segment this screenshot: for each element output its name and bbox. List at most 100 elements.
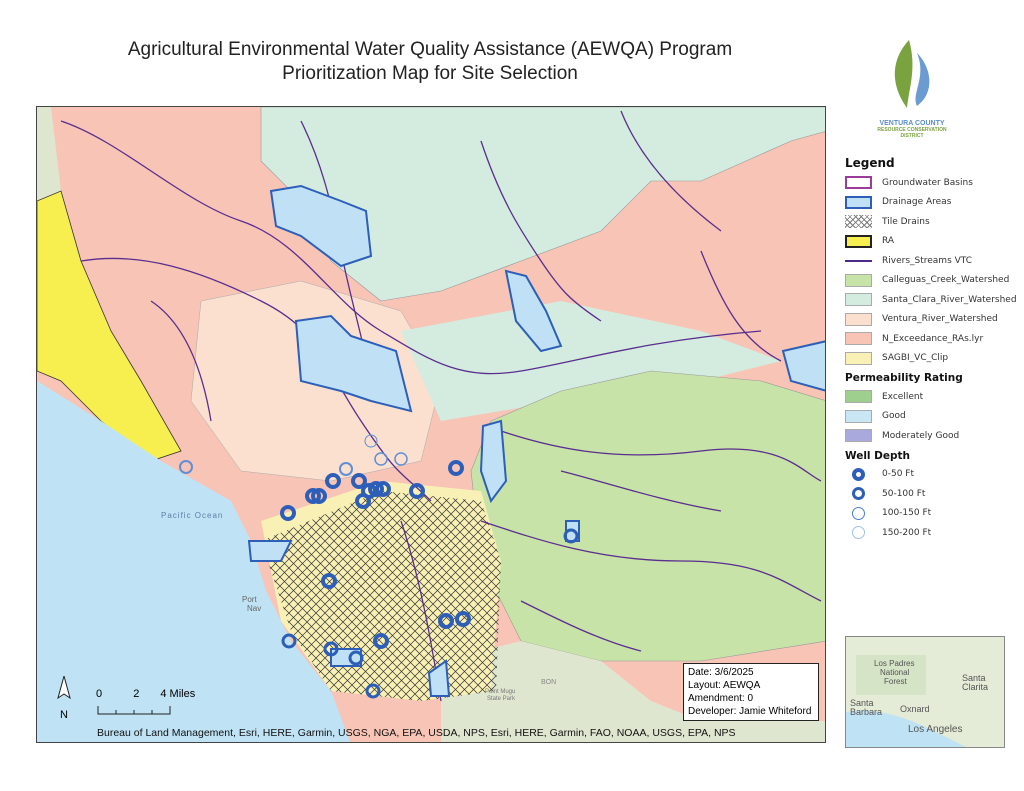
legend-label: Good [882,411,906,422]
well-marker[interactable] [325,473,341,489]
legend-label: 100-150 Ft [882,508,932,519]
legend-item: Moderately Good [845,426,1020,446]
well-marker[interactable] [394,452,408,466]
north-arrow-icon [57,674,71,700]
label-pacific-ocean: Pacific Ocean [161,511,224,520]
scale-ticks [97,706,171,715]
legend-swatch [845,332,872,346]
leaf-water-logo-icon [894,40,930,108]
legend-swatch [845,273,872,287]
scale-bar: 0 2 4 Miles [96,688,195,716]
legend-item: RA [845,232,1020,252]
legend-item: 100-150 Ft [845,504,1020,524]
legend-swatch [845,429,872,443]
well-marker[interactable] [179,460,193,474]
inset-map[interactable]: Los Padres National Forest Santa Clarita… [845,636,1005,748]
legend-label: N_Exceedance_RAs.lyr [882,333,984,344]
ra-area [37,190,182,462]
legend-swatch [845,351,872,365]
legend-label: Drainage Areas [882,197,952,208]
label-port-2: Nav [247,604,262,613]
well-marker[interactable] [373,633,389,649]
tile-drains [261,491,501,701]
legend-label: Groundwater Basins [882,177,973,188]
map-title: Agricultural Environmental Water Quality… [127,39,733,84]
legend-label: Ventura_River_Watershed [882,314,998,325]
legend-label: Rivers_Streams VTC [882,255,973,266]
legend-swatch [845,176,872,190]
legend-item: Santa_Clara_River_Watershed [845,290,1020,310]
legend-item: Rivers_Streams VTC [845,251,1020,271]
legend-item: 50-100 Ft [845,484,1020,504]
north-arrow: N [56,674,72,721]
legend-item: Drainage Areas [845,193,1020,213]
legend-item: 150-200 Ft [845,523,1020,543]
well-depth-circle-icon [845,467,872,481]
well-marker[interactable] [321,573,337,589]
santa-clara-lowland [401,301,781,421]
label-port: Port [242,595,257,604]
legend-item: 0-50 Ft [845,465,1020,485]
well-marker[interactable] [348,650,364,666]
legend-label: Excellent [882,391,924,402]
legend-label: Tile Drains [882,216,930,227]
legend-item: N_Exceedance_RAs.lyr [845,329,1020,349]
legend-item: Groundwater Basins [845,173,1020,193]
label-state-park: State Park [487,696,516,702]
well-marker[interactable] [311,488,327,504]
rivers-streams [60,110,822,702]
well-marker[interactable] [448,460,464,476]
legend-label: SAGBI_VC_Clip [882,353,949,364]
well-marker[interactable] [339,462,353,476]
legend-item: Tile Drains [845,212,1020,232]
legend-label: 150-200 Ft [882,527,932,538]
well-depth-circle-icon [845,526,872,540]
legend-label: Moderately Good [882,430,960,441]
well-marker[interactable] [280,505,296,521]
legend-label: Calleguas_Creek_Watershed [882,275,1010,286]
well-depth-circle-icon [845,487,872,501]
well-marker[interactable] [374,452,388,466]
legend-label: Santa_Clara_River_Watershed [882,294,1017,305]
legend-swatch [845,293,872,307]
well-marker[interactable] [563,528,579,544]
calleguas-watershed [470,370,825,662]
hills-bottom [441,641,825,742]
pacific-ocean [37,381,351,742]
legend-item: Ventura_River_Watershed [845,310,1020,330]
legend-swatch [845,312,872,326]
well-marker[interactable] [409,483,425,499]
well-marker[interactable] [323,641,339,657]
well-marker[interactable] [364,434,378,448]
well-marker[interactable] [355,493,371,509]
attribution: Bureau of Land Management, Esri, HERE, G… [97,727,736,739]
well-marker[interactable] [455,611,471,627]
well-marker[interactable] [305,488,321,504]
well-marker[interactable] [375,481,391,497]
legend-item: Calleguas_Creek_Watershed [845,271,1020,291]
legend-swatch [845,195,872,209]
hills-left [37,107,61,201]
wells-layer [179,434,579,699]
label-point-mugu: Point Mugu [485,689,516,695]
well-marker[interactable] [351,473,367,489]
info-box: Date: 3/6/2025 Layout: AEWQA Amendment: … [683,663,819,721]
well-marker[interactable] [368,481,384,497]
label-bon: BON [541,679,557,686]
legend-swatch [845,409,872,423]
legend-item: SAGBI_VC_Clip [845,349,1020,369]
legend-label: 0-50 Ft [882,469,914,480]
legend-label: 50-100 Ft [882,488,926,499]
rcd-logo: VENTURA COUNTY RESOURCE CONSERVATION DIS… [862,38,962,139]
map-canvas [37,107,825,742]
well-depth-circle-icon [845,506,872,520]
well-marker[interactable] [365,683,381,699]
map-frame[interactable]: Pacific Ocean Port Nav Point Mugu State … [36,106,826,743]
well-marker[interactable] [438,613,454,629]
legend-label: RA [882,236,895,247]
legend-swatch [845,390,872,404]
legend-swatch [845,259,872,262]
legend-item: Excellent [845,387,1020,407]
well-marker[interactable] [281,633,297,649]
legend-item: Good [845,407,1020,427]
